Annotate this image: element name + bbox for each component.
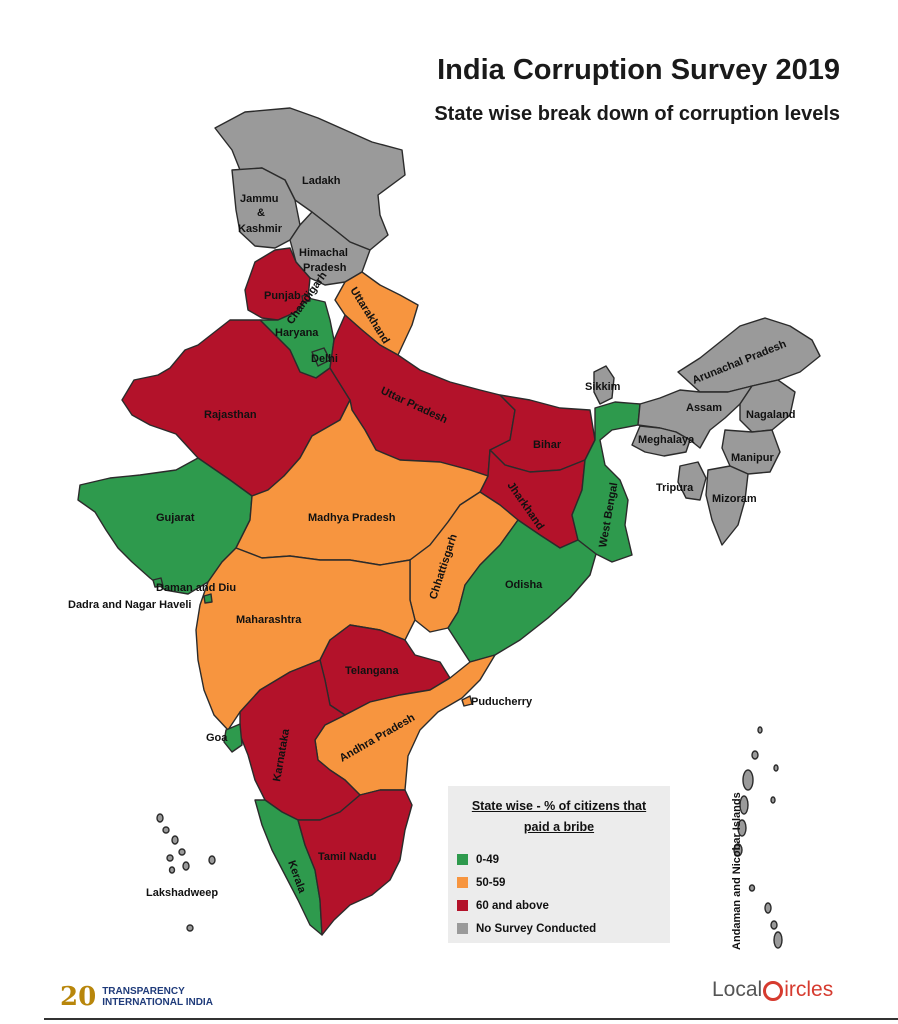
- region-chandigarh[interactable]: [301, 293, 311, 303]
- map-title: India Corruption Survey 2019: [437, 54, 840, 86]
- legend-item-high: 60 and above: [457, 894, 670, 917]
- region-andaman-nicobar[interactable]: [733, 726, 783, 949]
- label-meghalaya: Meghalaya: [638, 434, 695, 446]
- region-karnataka[interactable]: [239, 659, 361, 821]
- transparency-international-logo: 20 TRANSPARENCY INTERNATIONAL INDIA: [60, 982, 213, 1012]
- label-nagaland: Nagaland: [746, 409, 796, 421]
- logo-circles-text: ircles: [784, 978, 834, 1001]
- logo-ti-line2: INTERNATIONAL INDIA: [102, 997, 213, 1008]
- region-lakshadweep[interactable]: [156, 813, 216, 932]
- label-daman-diu: Daman and Diu: [156, 582, 236, 594]
- label-manipur: Manipur: [731, 452, 774, 464]
- map-legend: State wise - % of citizens that paid a b…: [448, 786, 670, 943]
- label-sikkim: Sikkim: [585, 381, 621, 393]
- legend-item-none: No Survey Conducted: [457, 917, 670, 940]
- legend-item-medium: 50-59: [457, 871, 670, 894]
- label-gujarat: Gujarat: [156, 512, 195, 524]
- region-tripura[interactable]: [677, 461, 707, 501]
- label-mizoram: Mizoram: [712, 493, 757, 505]
- map-subtitle: State wise break down of corruption leve…: [434, 103, 840, 125]
- label-jammu-kashmir-3: Kashmir: [238, 223, 283, 235]
- label-rajasthan: Rajasthan: [204, 409, 257, 421]
- label-punjab: Punjab: [264, 290, 301, 302]
- bottom-divider: [44, 1018, 898, 1020]
- logo-20-years: 20: [60, 982, 97, 1012]
- legend-swatch-none: [457, 923, 468, 934]
- label-assam: Assam: [686, 402, 722, 414]
- legend-swatch-medium: [457, 877, 468, 888]
- logo-ti-line1: TRANSPARENCY: [102, 986, 185, 997]
- label-delhi: Delhi: [311, 353, 338, 365]
- legend-title-line1: State wise - % of citizens that: [471, 799, 647, 813]
- region-puducherry[interactable]: [461, 695, 473, 707]
- label-odisha: Odisha: [505, 579, 543, 591]
- label-madhya-pradesh: Madhya Pradesh: [308, 512, 396, 524]
- region-manipur[interactable]: [721, 429, 781, 475]
- legend-label-medium: 50-59: [476, 876, 506, 889]
- legend-label-none: No Survey Conducted: [476, 922, 597, 935]
- label-maharashtra: Maharashtra: [236, 614, 302, 626]
- label-jammu-kashmir-1: Jammu: [240, 193, 279, 205]
- circle-icon: [763, 981, 784, 1001]
- label-haryana: Haryana: [275, 327, 319, 339]
- label-dadra-nagar-haveli: Dadra and Nagar Haveli: [68, 599, 192, 611]
- legend-label-high: 60 and above: [476, 899, 549, 912]
- legend-label-low: 0-49: [476, 853, 500, 866]
- label-tripura: Tripura: [656, 482, 694, 494]
- region-odisha[interactable]: [447, 519, 597, 663]
- legend-item-low: 0-49: [457, 848, 670, 871]
- region-uttarakhand[interactable]: [334, 271, 419, 356]
- label-telangana: Telangana: [345, 665, 399, 677]
- region-goa[interactable]: [223, 723, 243, 753]
- region-dadra-nagar-haveli[interactable]: [203, 593, 213, 604]
- label-jammu-kashmir-2: &: [257, 207, 265, 219]
- legend-title: State wise - % of citizens that paid a b…: [448, 796, 670, 838]
- region-tamil-nadu[interactable]: [297, 789, 413, 936]
- label-andaman-nicobar: Andaman and Nicobar Islands: [731, 792, 743, 950]
- legend-swatch-low: [457, 854, 468, 865]
- label-ladakh: Ladakh: [302, 175, 341, 187]
- label-himachal-1: Himachal: [299, 247, 348, 259]
- logo-local-text: Local: [712, 978, 763, 1001]
- label-goa: Goa: [206, 732, 228, 744]
- region-meghalaya[interactable]: [631, 425, 691, 457]
- label-lakshadweep: Lakshadweep: [146, 887, 218, 899]
- legend-swatch-high: [457, 900, 468, 911]
- label-puducherry: Puducherry: [471, 696, 533, 708]
- label-tamil-nadu: Tamil Nadu: [318, 851, 376, 863]
- region-daman-diu[interactable]: [152, 577, 164, 588]
- label-bihar: Bihar: [533, 439, 562, 451]
- region-sikkim[interactable]: [593, 365, 615, 405]
- region-delhi[interactable]: [311, 347, 331, 367]
- localcircles-logo: Local ircles: [712, 978, 833, 1002]
- legend-title-line2: paid a bribe: [523, 820, 595, 834]
- label-himachal-2: Pradesh: [303, 262, 347, 274]
- region-mizoram[interactable]: [705, 465, 749, 546]
